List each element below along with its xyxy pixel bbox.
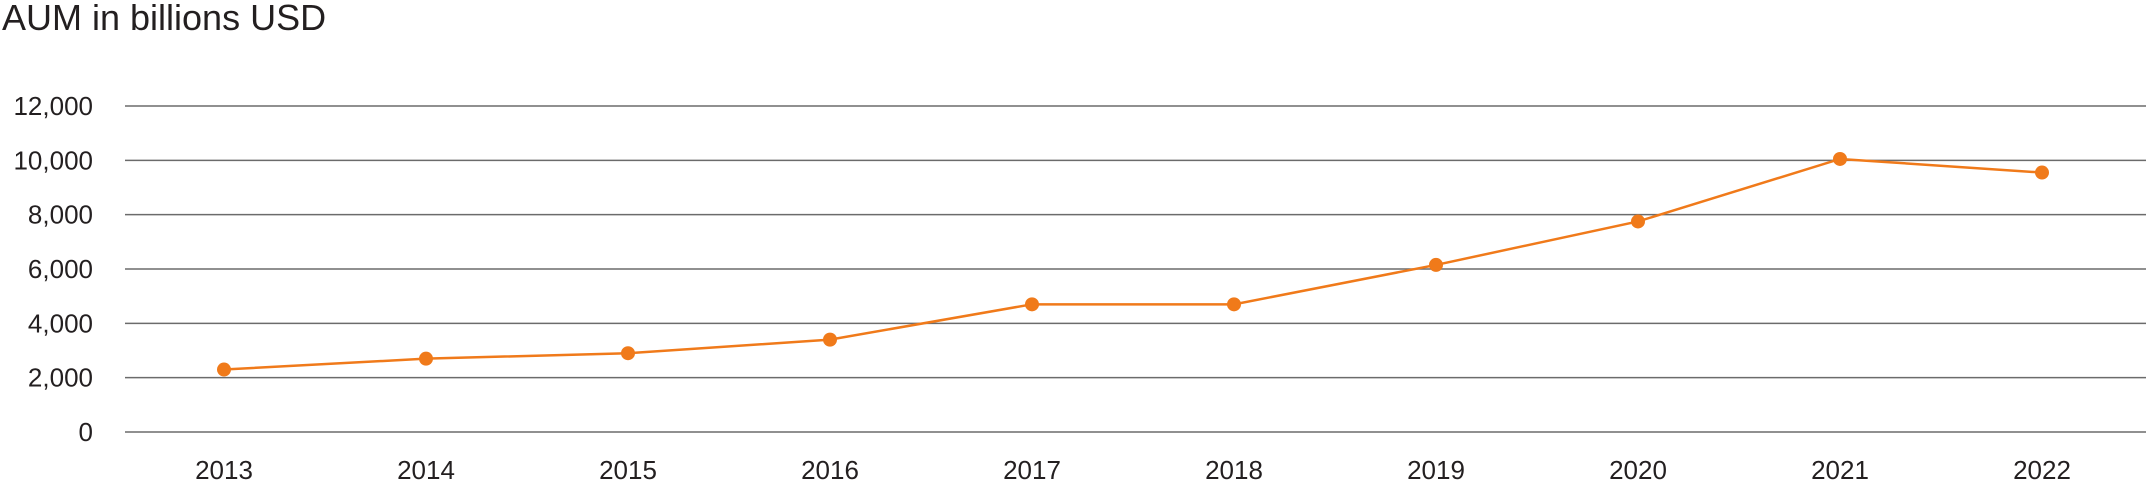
x-tick-label: 2017 [1003, 455, 1061, 485]
y-tick-label: 6,000 [28, 254, 93, 284]
data-point-2014 [419, 351, 433, 366]
y-tick-label: 8,000 [28, 200, 93, 230]
data-point-2016 [823, 332, 837, 347]
x-tick-label: 2015 [599, 455, 657, 485]
data-point-2021 [1833, 151, 1847, 166]
data-point-2013 [217, 362, 231, 377]
data-series [217, 151, 2049, 377]
x-tick-label: 2022 [2013, 455, 2071, 485]
x-tick-label: 2014 [397, 455, 455, 485]
x-tick-label: 2021 [1811, 455, 1869, 485]
data-point-2020 [1631, 214, 1645, 229]
data-point-2022 [2035, 165, 2049, 180]
y-tick-label: 4,000 [28, 308, 93, 338]
y-tick-label: 10,000 [13, 145, 93, 175]
data-point-2015 [621, 346, 635, 361]
x-tick-label: 2019 [1407, 455, 1465, 485]
x-tick-label: 2016 [801, 455, 859, 485]
gridlines [125, 105, 2146, 433]
y-tick-label: 2,000 [28, 363, 93, 393]
chart-title: AUM in billions USD [2, 0, 326, 38]
data-point-2019 [1429, 257, 1443, 272]
x-tick-label: 2013 [195, 455, 253, 485]
x-axis-tick-labels: 2013 2014 2015 2016 2017 2018 2019 2020 2021 2022 [195, 455, 2071, 485]
x-tick-label: 2020 [1609, 455, 1667, 485]
y-tick-label: 12,000 [13, 91, 93, 121]
y-axis-tick-labels: 0 2,000 4,000 6,000 8,000 10,000 12,000 [13, 91, 93, 447]
data-point-2018 [1227, 297, 1241, 312]
series-line [223, 157, 2043, 371]
y-tick-label: 0 [79, 417, 93, 447]
data-point-2017 [1025, 297, 1039, 312]
x-tick-label: 2018 [1205, 455, 1263, 485]
